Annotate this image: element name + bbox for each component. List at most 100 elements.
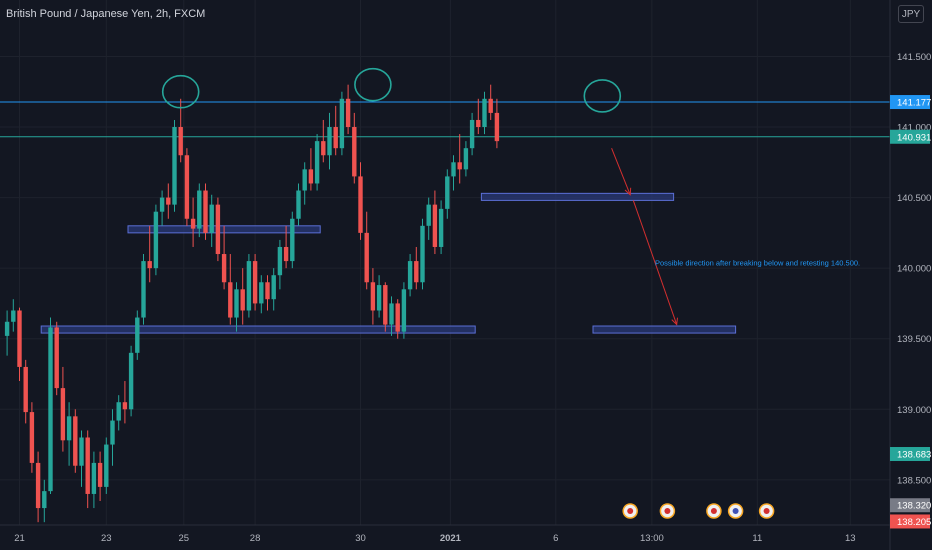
candle-body [457,162,462,170]
price-label-text: 140.931 [897,132,931,143]
price-axis[interactable]: 141.500 141.000 140.500 140.000 139.500 139.0… [889,0,931,550]
candle-body [17,310,22,367]
candle-body [85,437,90,494]
price-tick-label: 140.000 [897,264,931,275]
candle-body [308,169,314,184]
time-tick-label: 6 [553,533,558,544]
candle-body [172,127,177,205]
candle-body [389,303,394,325]
chart-drawings: Possible direction after breaking below … [161,67,860,326]
candle-body [358,176,363,233]
price-zone-rectangle [592,325,737,334]
time-tick-label: 13:00 [640,533,664,544]
candle-body [488,98,493,113]
price-label-background [890,95,930,110]
candle-body [395,303,400,332]
candle-body [166,197,171,205]
candle-body [23,366,28,413]
candle-body [29,412,35,463]
time-tick-label: 21 [14,533,25,544]
horizontal-price-lines [0,101,890,138]
circled-top-ellipse [354,67,392,102]
candle-body [66,416,72,441]
candle-body [463,148,469,170]
candle-body [141,261,146,318]
candle-body [190,218,196,229]
candle-body [265,282,270,300]
candle-body [128,352,134,410]
price-tick-label: 141.000 [897,123,931,134]
candle-body [240,289,245,311]
candle-body [438,208,444,247]
candle-body [79,437,84,466]
candle-body [104,444,109,487]
price-tick-label: 139.500 [897,334,931,345]
candle-body [414,261,419,283]
candle-body [153,211,159,269]
candle-body [159,197,165,212]
time-tick-label: 13 [845,533,856,544]
candle-body [370,282,376,311]
candle-body [122,402,128,410]
price-zone-rectangle [480,192,675,201]
candle-body [203,190,208,233]
candle-body [209,204,214,233]
direction-arrow-line [632,200,678,325]
candle-body [215,204,221,255]
candle-body [48,327,53,492]
price-label-background [890,498,930,513]
candle-body [221,254,227,283]
symbol-title[interactable]: British Pound / Japanese Yen, 2h, FXCM [6,8,206,20]
candle-body [469,119,475,149]
candle-body [271,275,276,300]
candle-body [110,420,115,445]
candle-body [277,246,283,276]
candle-body [451,162,456,177]
currency-button[interactable]: JPY [898,5,924,23]
direction-arrow-line [611,148,631,195]
price-tick-label: 138.500 [897,475,931,486]
price-tick-label: 140.500 [897,193,931,204]
price-label-text: 138.205 [897,517,931,528]
direction-arrow-head [624,187,632,196]
candle-body [432,204,438,247]
candle-body [426,204,431,226]
direction-arrow-head [671,317,678,326]
candle-body [4,321,10,336]
candle-body [420,225,425,283]
event-icons [622,503,775,519]
candle-body [35,462,41,509]
time-tick-label: 11 [752,533,762,544]
candle-body [494,112,500,142]
candle-body [376,285,382,311]
time-tick-label: 25 [179,533,190,544]
event-flag-icon [627,508,634,514]
time-tick-label: 2021 [440,533,462,544]
candle-body [178,127,183,156]
candle-body [476,119,481,128]
candle-body [364,232,369,283]
price-label-background [890,514,930,529]
circled-top-ellipse [161,74,200,109]
candle-body [252,261,258,304]
price-tick-label: 141.500 [897,52,931,63]
price-label-text: 141.177 [897,98,931,109]
time-tick-label: 28 [250,533,261,544]
candle-body [445,176,450,209]
time-tick-label: 30 [355,533,366,544]
candle-body [407,261,413,290]
price-label-background [890,129,930,144]
candle-body [339,98,345,149]
candlestick-series [4,84,500,523]
candle-body [73,416,78,466]
candle-body [296,190,301,219]
candle-body [246,261,252,311]
candle-body [401,289,407,332]
candle-body [302,169,307,191]
circled-top-ellipse [583,79,622,113]
candle-body [314,141,320,184]
candle-body [352,127,357,177]
